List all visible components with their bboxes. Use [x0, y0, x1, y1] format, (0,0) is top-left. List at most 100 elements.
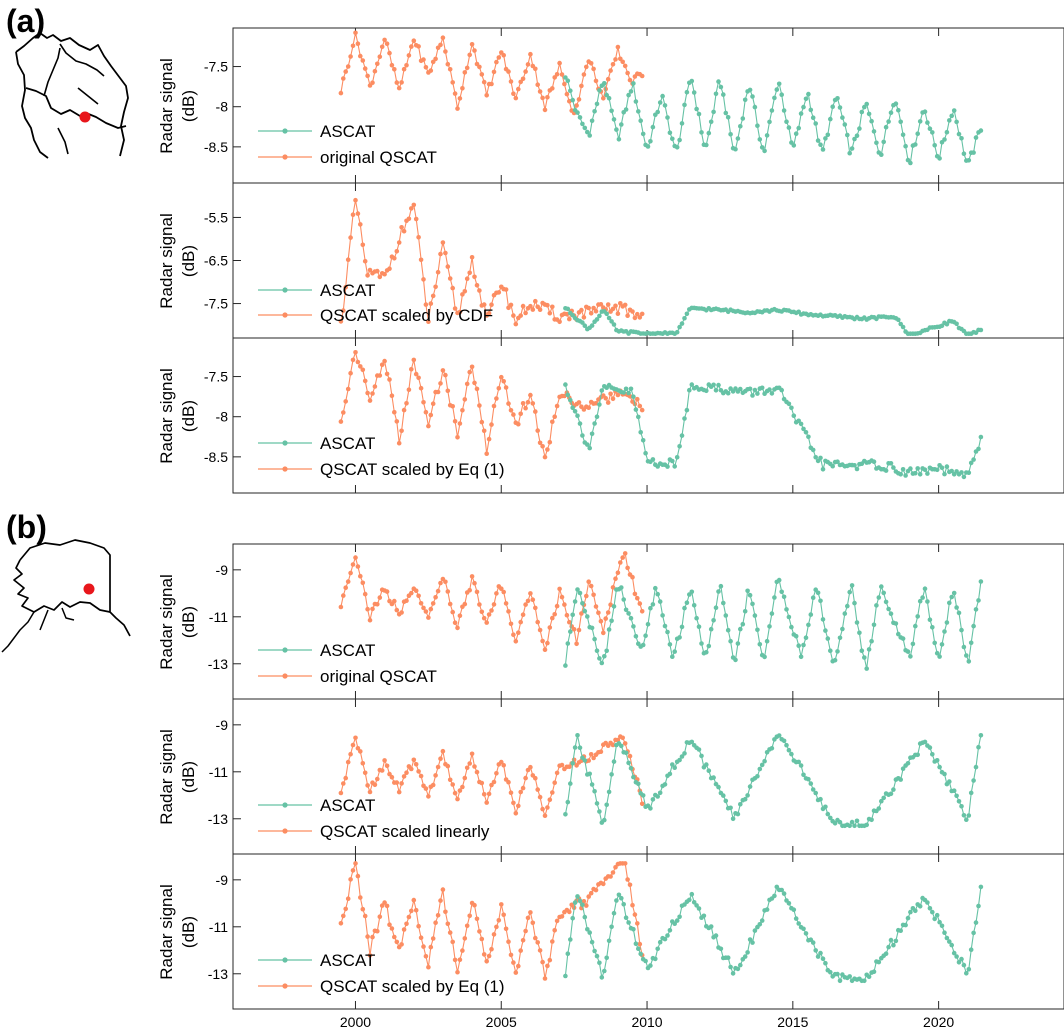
data-point-qscat	[477, 288, 482, 293]
data-point-ascat	[594, 414, 600, 420]
data-point-ascat	[628, 615, 634, 621]
data-point-ascat	[883, 599, 889, 605]
data-point-ascat	[650, 602, 656, 607]
data-point-ascat	[806, 776, 811, 782]
data-point-qscat	[394, 780, 400, 785]
y-axis-unit: (dB)	[179, 761, 198, 793]
data-point-qscat	[525, 399, 531, 405]
y-axis-label: Radar signal	[157, 58, 176, 153]
data-point-ascat	[769, 391, 775, 396]
data-point-qscat	[481, 428, 487, 434]
data-point-ascat	[616, 137, 622, 142]
data-point-ascat	[636, 781, 641, 787]
data-point-qscat	[496, 55, 502, 60]
data-point-qscat	[421, 277, 426, 282]
data-point-qscat	[501, 912, 507, 918]
data-point-ascat	[942, 137, 947, 142]
data-point-ascat	[966, 158, 972, 163]
data-point-ascat	[813, 790, 818, 796]
data-point-ascat	[672, 921, 677, 926]
subplot-b3: -9 -11 -13 Radar signal (dB) ASCAT QSCAT s…	[157, 853, 1064, 1010]
data-point-qscat	[343, 906, 349, 912]
data-point-qscat	[537, 440, 543, 446]
data-point-qscat	[423, 65, 429, 70]
data-point-ascat	[599, 975, 605, 980]
data-point-ascat	[708, 924, 714, 929]
data-point-qscat	[593, 604, 599, 609]
data-point-ascat	[631, 394, 636, 400]
data-point-ascat	[810, 787, 816, 792]
data-point-ascat	[976, 598, 981, 603]
data-point-qscat	[413, 762, 419, 767]
data-point-qscat	[462, 775, 468, 781]
data-point-ascat	[696, 747, 702, 752]
data-point-ascat	[589, 118, 595, 124]
data-point-ascat	[614, 898, 619, 903]
data-point-qscat	[462, 289, 468, 294]
data-point-qscat	[486, 791, 492, 797]
data-point-ascat	[818, 598, 823, 604]
data-point-ascat	[713, 91, 719, 97]
data-point-qscat	[387, 50, 392, 56]
data-point-ascat	[915, 752, 920, 758]
data-point-ascat	[825, 811, 831, 817]
data-point-ascat	[769, 611, 775, 616]
data-point-ascat	[594, 317, 600, 322]
data-point-qscat	[550, 939, 555, 944]
data-point-ascat	[913, 142, 918, 147]
data-point-ascat	[735, 966, 741, 972]
data-point-ascat	[830, 463, 835, 469]
data-point-ascat	[684, 89, 690, 95]
y-tick-label: -7.5	[204, 369, 228, 385]
data-point-qscat	[358, 53, 363, 59]
data-point-ascat	[721, 92, 726, 97]
data-point-ascat	[815, 954, 821, 959]
data-point-qscat	[433, 595, 438, 600]
data-point-qscat	[516, 86, 521, 92]
data-point-ascat	[597, 402, 602, 407]
data-point-ascat	[927, 745, 933, 750]
data-point-qscat	[469, 42, 475, 47]
data-point-qscat	[632, 591, 638, 597]
data-point-ascat	[973, 764, 979, 770]
data-point-ascat	[915, 466, 920, 471]
data-point-qscat	[533, 775, 538, 781]
data-point-ascat	[677, 444, 682, 449]
data-point-qscat	[610, 742, 616, 748]
data-point-qscat	[394, 80, 400, 85]
data-point-qscat	[343, 69, 349, 74]
data-point-ascat	[747, 784, 753, 789]
data-point-ascat	[973, 607, 979, 612]
data-point-ascat	[592, 948, 597, 954]
data-point-ascat	[939, 642, 945, 647]
data-point-qscat	[367, 398, 373, 403]
data-point-qscat	[445, 921, 451, 927]
data-point-ascat	[852, 600, 857, 606]
data-point-ascat	[752, 613, 758, 618]
data-point-ascat	[740, 621, 746, 627]
data-point-qscat	[477, 602, 482, 607]
legend-marker-qscat	[282, 154, 288, 160]
data-point-ascat	[623, 386, 629, 392]
data-point-ascat	[589, 939, 595, 945]
data-point-ascat	[679, 624, 685, 630]
data-point-qscat	[377, 595, 383, 600]
data-point-qscat	[613, 57, 618, 62]
data-point-qscat	[477, 929, 482, 934]
data-point-qscat	[554, 770, 560, 776]
data-point-qscat	[535, 428, 540, 433]
data-point-qscat	[467, 52, 473, 58]
data-point-qscat	[341, 308, 346, 313]
data-point-ascat	[767, 119, 772, 125]
data-point-qscat	[435, 588, 441, 594]
data-point-qscat	[389, 62, 395, 68]
data-point-qscat	[508, 621, 514, 627]
data-point-ascat	[650, 457, 656, 462]
data-point-qscat	[375, 61, 380, 67]
data-point-ascat	[604, 648, 609, 654]
legend: ASCAT QSCAT scaled linearly	[258, 796, 490, 841]
data-point-qscat	[518, 619, 523, 625]
location-marker-dot	[79, 111, 91, 123]
data-point-qscat	[416, 923, 421, 929]
data-point-ascat	[677, 137, 682, 143]
